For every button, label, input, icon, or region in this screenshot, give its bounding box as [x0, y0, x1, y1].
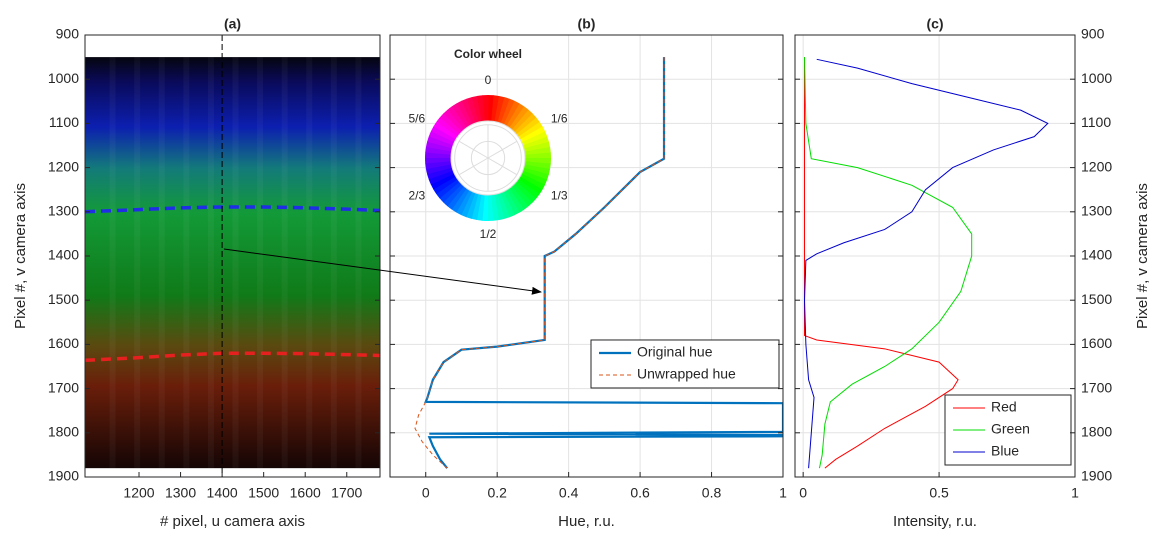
y-tick-label: 1000: [1081, 70, 1112, 86]
x-tick-label: 1200: [123, 485, 154, 501]
image-stripe: [134, 57, 140, 468]
x-tick-label: 0: [422, 485, 430, 501]
image-stripe: [282, 57, 288, 468]
x-tick-label: 1400: [207, 485, 238, 501]
x-tick-label: 0.5: [929, 485, 949, 501]
x-tick-label: 0.2: [487, 485, 507, 501]
y-tick-label: 1300: [48, 203, 79, 219]
y-tick-label: 1400: [1081, 247, 1112, 263]
wheel-label: 0: [485, 73, 492, 87]
y-tick-label: 1800: [1081, 424, 1112, 440]
x-tick-label: 0.6: [630, 485, 650, 501]
plot-area: [85, 35, 380, 477]
x-tick-label: 1: [1071, 485, 1079, 501]
x-axis-label: Hue, r.u.: [558, 513, 615, 530]
x-tick-label: 1: [779, 485, 787, 501]
x-tick-label: 1600: [290, 485, 321, 501]
y-tick-label: 1600: [48, 335, 79, 351]
wheel-title: Color wheel: [454, 47, 522, 61]
legend-label: Unwrapped hue: [637, 366, 736, 382]
y-tick-label: 1600: [1081, 335, 1112, 351]
legend-label: Green: [991, 421, 1030, 437]
panel-title: (a): [224, 16, 241, 32]
y-tick-label: 1500: [48, 291, 79, 307]
panel-title: (b): [578, 16, 596, 32]
y-tick-label: 1000: [48, 70, 79, 86]
panel-title: (c): [926, 16, 943, 32]
y-tick-label: 900: [56, 26, 80, 42]
wheel-label: 1/6: [551, 112, 568, 126]
legend-label: Original hue: [637, 344, 713, 360]
image-stripe: [159, 57, 165, 468]
x-axis-label: # pixel, u camera axis: [160, 513, 305, 530]
y-tick-label: 1700: [48, 379, 79, 395]
figure: 9001000110012001300140015001600170018001…: [0, 0, 1152, 535]
y-tick-label: 1300: [1081, 203, 1112, 219]
data-line: [805, 57, 959, 468]
y-tick-label: 1700: [1081, 379, 1112, 395]
image-stripe: [208, 57, 214, 468]
image-stripe: [257, 57, 263, 468]
y-tick-label: 1900: [48, 468, 79, 484]
y-tick-label: 1400: [48, 247, 79, 263]
y-tick-label: 1500: [1081, 291, 1112, 307]
y-tick-label: 1100: [1081, 114, 1111, 130]
image-stripe: [233, 57, 239, 468]
color-wheel: [425, 95, 551, 221]
y-axis-label: Pixel #, v camera axis: [1134, 183, 1151, 329]
plots: 9001000110012001300140015001600170018001…: [12, 16, 1151, 530]
wheel-label: 1/2: [480, 227, 497, 241]
x-tick-label: 0.8: [702, 485, 722, 501]
x-tick-label: 1700: [331, 485, 362, 501]
y-tick-label: 1200: [48, 158, 79, 174]
legend-label: Blue: [991, 443, 1019, 459]
image-stripe: [331, 57, 337, 468]
y-tick-label: 1100: [49, 114, 79, 130]
image-stripe: [306, 57, 312, 468]
wheel-label: 5/6: [408, 112, 425, 126]
y-tick-label: 1800: [48, 424, 79, 440]
legend-label: Red: [991, 399, 1017, 415]
x-tick-label: 0.4: [559, 485, 579, 501]
image-stripe: [110, 57, 116, 468]
x-tick-label: 1500: [248, 485, 279, 501]
y-tick-label: 900: [1081, 26, 1105, 42]
image-stripe: [355, 57, 361, 468]
wheel-label: 2/3: [408, 189, 425, 203]
wheel-label: 1/3: [551, 189, 568, 203]
y-tick-label: 1900: [1081, 468, 1112, 484]
image-stripe: [183, 57, 189, 468]
x-tick-label: 0: [799, 485, 807, 501]
x-axis-label: Intensity, r.u.: [893, 513, 977, 530]
y-tick-label: 1200: [1081, 158, 1112, 174]
y-axis-label: Pixel #, v camera axis: [12, 183, 29, 329]
x-tick-label: 1300: [165, 485, 196, 501]
